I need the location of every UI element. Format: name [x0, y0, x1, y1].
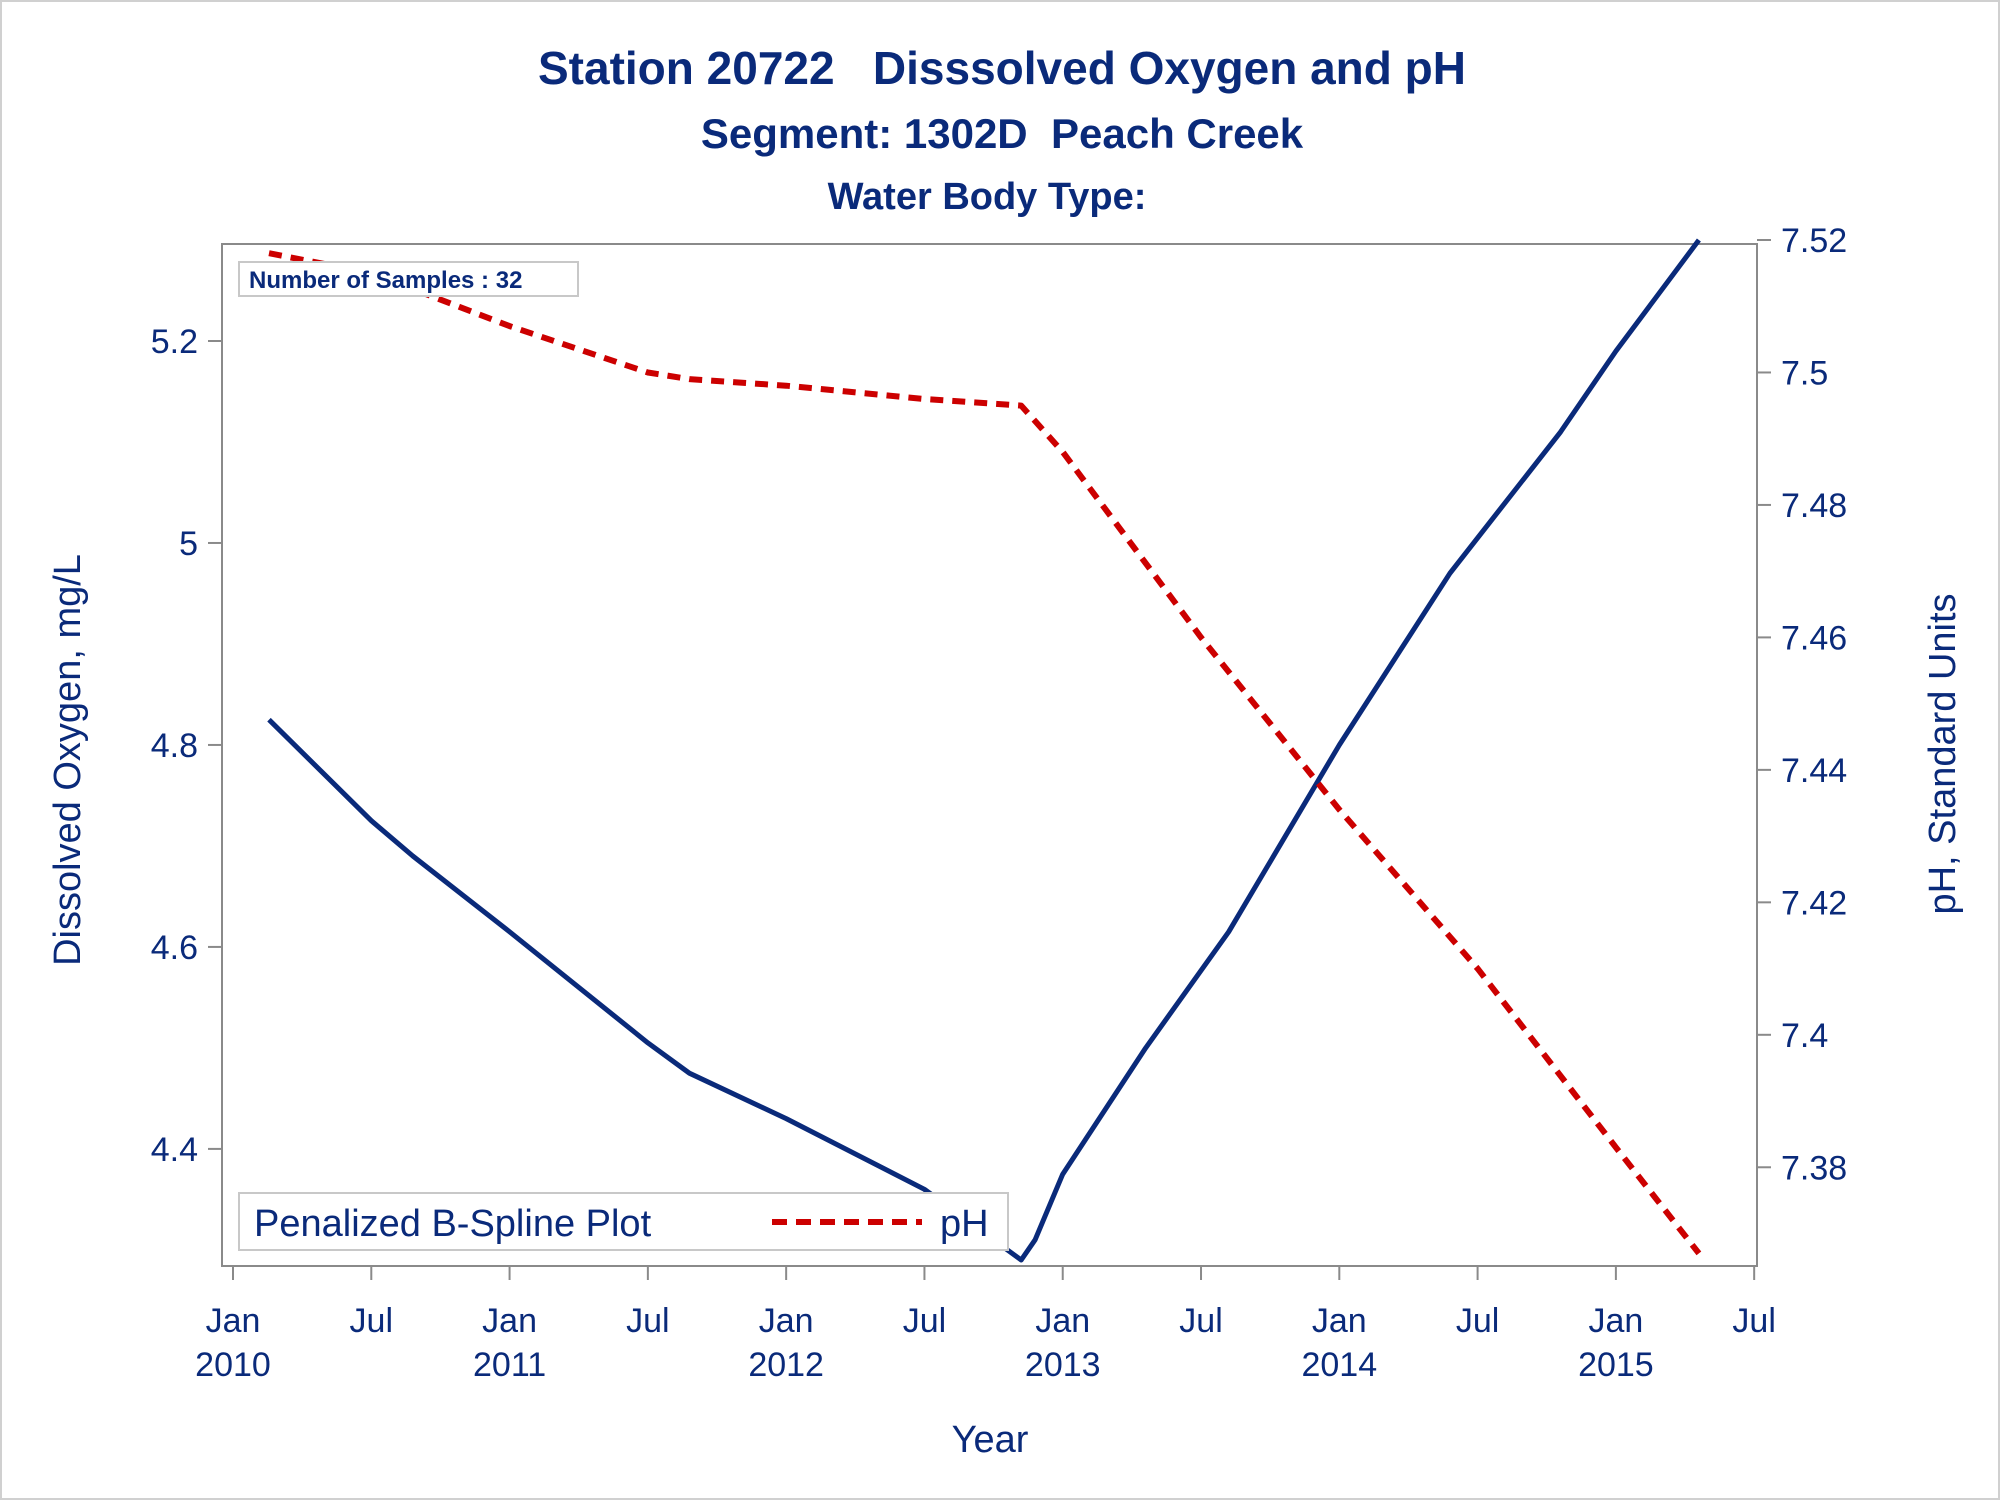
y-left-tick-label: 5 — [179, 525, 198, 563]
chart-subtitle: Segment: 1302D Peach Creek — [701, 110, 1304, 157]
chart-subtitle-2: Water Body Type: — [828, 176, 1147, 218]
y-right-tick-label: 7.48 — [1781, 487, 1847, 525]
legend-label-ph: pH — [940, 1203, 989, 1245]
x-tick-label: Jan — [206, 1302, 261, 1340]
x-tick-year-label: 2015 — [1578, 1346, 1654, 1384]
x-tick-label: Jan — [759, 1302, 814, 1340]
x-axis: Jan 2010 Jul Jan 2011 Jul Jan 2012 Jul Jan 2013 Jul… — [195, 1266, 1776, 1384]
legend: Penalized B-Spline Plot pH — [238, 1192, 1009, 1251]
y-axis-left: 4.4 4.6 4.8 5 5.2 — [151, 323, 222, 1169]
y-left-tick-label: 5.2 — [151, 323, 198, 361]
x-tick-year-label: 2012 — [748, 1346, 824, 1384]
y-left-tick-label: 4.4 — [151, 1131, 198, 1169]
series-ph-line — [268, 250, 1702, 1256]
x-tick-label: Jul — [1732, 1302, 1775, 1340]
x-tick-label: Jul — [1456, 1302, 1499, 1340]
y-right-tick-label: 7.5 — [1781, 354, 1828, 392]
legend-label-spline: Penalized B-Spline Plot — [254, 1203, 652, 1245]
y-right-tick-label: 7.52 — [1781, 222, 1847, 260]
x-tick-year-label: 2013 — [1025, 1346, 1101, 1384]
y-right-tick-label: 7.44 — [1781, 752, 1847, 790]
y-left-tick-label: 4.8 — [151, 727, 198, 765]
plot-border — [221, 243, 1758, 1267]
x-axis-label: Year — [952, 1419, 1029, 1461]
y-left-tick-label: 4.6 — [151, 929, 198, 967]
x-tick-label: Jul — [626, 1302, 669, 1340]
sample-count-frame — [238, 261, 579, 297]
x-tick-year-label: 2010 — [195, 1346, 271, 1384]
y-right-tick-label: 7.38 — [1781, 1149, 1847, 1187]
x-tick-year-label: 2014 — [1301, 1346, 1377, 1384]
x-tick-label: Jan — [482, 1302, 537, 1340]
y-axis-left-label: Dissolved Oxygen, mg/L — [47, 554, 89, 966]
x-tick-label: Jul — [1179, 1302, 1222, 1340]
sample-count-label: Number of Samples : 32 — [249, 267, 522, 294]
x-tick-year-label: 2011 — [473, 1346, 546, 1384]
x-tick-label: Jan — [1588, 1302, 1643, 1340]
y-right-tick-label: 7.42 — [1781, 884, 1847, 922]
series-dissolved-oxygen-line — [267, 238, 1701, 1263]
legend-frame — [238, 1192, 1009, 1251]
plot-area — [221, 243, 1758, 1267]
sample-count-box: Number of Samples : 32 — [238, 261, 579, 297]
y-right-tick-label: 7.46 — [1781, 619, 1847, 657]
y-right-tick-label: 7.4 — [1781, 1017, 1828, 1055]
x-tick-label: Jul — [350, 1302, 393, 1340]
y-axis-right: 7.38 7.4 7.42 7.44 7.46 7.48 7.5 7.52 — [1757, 222, 1847, 1187]
y-axis-right-label: pH, Standard Units — [1922, 593, 1964, 914]
chart-title: Station 20722 Disssolved Oxygen and pH — [538, 42, 1466, 94]
x-tick-label: Jan — [1035, 1302, 1090, 1340]
x-tick-label: Jan — [1312, 1302, 1367, 1340]
series-layer — [267, 238, 1702, 1263]
x-tick-label: Jul — [903, 1302, 946, 1340]
